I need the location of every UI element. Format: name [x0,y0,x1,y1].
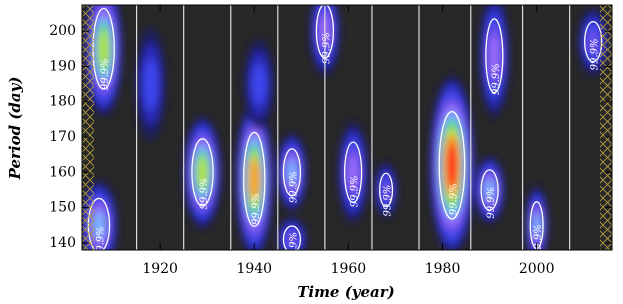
x-tick-label: 1940 [236,261,272,277]
contour [485,18,504,94]
x-tick-label: 1960 [331,261,367,277]
contour-label: 99.9% [288,171,299,203]
contour-label: 99.9% [350,176,361,208]
contour [243,131,266,227]
contour-label: 99.9% [533,224,544,256]
power-blob [84,5,123,117]
power-blob [243,38,275,130]
contour [282,225,302,250]
cone-left [82,5,94,250]
x-axis-title: Time (year) [297,283,395,301]
power-level [197,156,208,189]
power-field [82,5,609,250]
power-level [489,34,500,78]
contour [191,138,214,207]
contour-label: 99.9% [321,32,332,64]
contour-label: 99.9% [95,226,106,258]
contour [379,172,394,208]
power-blob [183,115,222,229]
contour-label: 99.9% [486,187,497,219]
power-level [347,154,359,191]
contour-label: 99.9% [383,185,394,217]
x-tick-label: 1920 [142,261,178,277]
power-level [484,179,495,201]
power-level [286,230,298,249]
contour [480,169,499,211]
power-blob [276,132,307,212]
contour-label: 99.9% [199,178,210,210]
y-tick-label: 160 [49,164,76,180]
contour-label: 99.9% [251,193,262,225]
power-level [143,58,158,110]
y-tick-label: 150 [49,200,76,216]
y-tick-label: 190 [49,58,76,74]
frame [81,4,613,251]
x-tick-label: 2000 [519,261,555,277]
power-level [587,28,600,55]
plot-area: 99.9% 99.9% 99.9% 99.9% 99.9% 99.9% 99.9% 99.9%… [82,5,612,264]
y-axis-title: Period (day) [6,77,24,181]
x-tick-label: 1980 [425,261,461,277]
y-tick-label: 140 [49,235,76,251]
power-blob [276,216,307,250]
power-level [445,140,459,190]
contour [343,141,363,204]
power-level [287,159,297,186]
power-level [249,157,260,202]
power-level [252,63,266,105]
y-tick-label: 200 [49,23,76,39]
power-blob [135,27,166,141]
power-level [533,212,541,239]
contour-label: 99.9% [590,39,601,71]
contour [438,110,466,220]
power-level [92,210,106,240]
cone-right [600,5,612,250]
power-level [381,178,391,202]
contour-label: 99.9% [448,183,459,215]
y-tick-label: 170 [49,129,76,145]
power-blob [429,74,475,250]
power-level [98,29,110,69]
y-tick-label: 180 [49,94,76,110]
contour-label: 99.9% [491,63,502,95]
contour-label: 99.9% [288,232,299,264]
contour [282,148,302,197]
contour-label: 99.9% [100,58,111,90]
